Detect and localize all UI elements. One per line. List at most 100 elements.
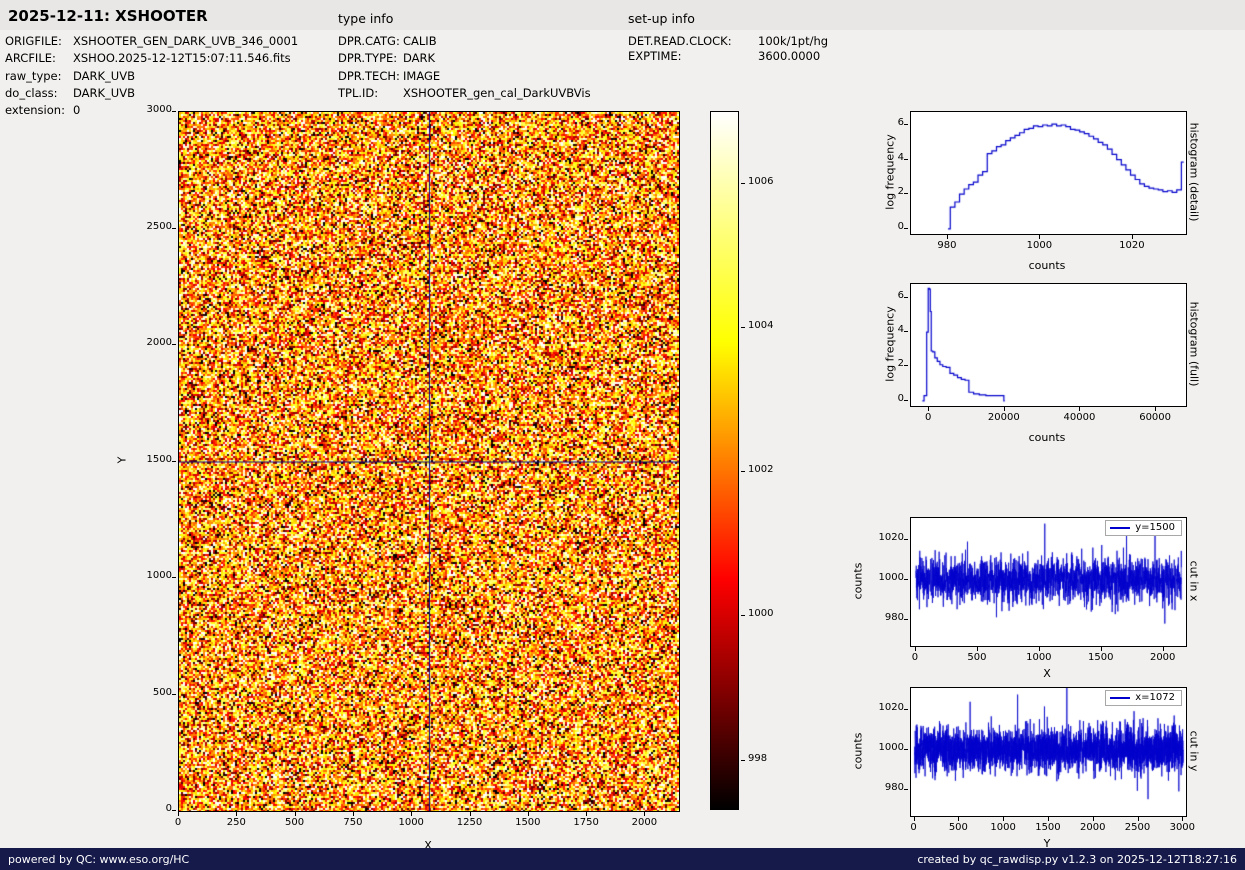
tick-mark <box>958 817 959 821</box>
histogram-full-plot: log frequency histogram (full) counts 02… <box>910 283 1185 405</box>
histogram-detail-plot: log frequency histogram (detail) counts … <box>910 111 1185 233</box>
tick-mark <box>928 407 929 411</box>
meta-label: DPR.TECH: <box>338 69 403 83</box>
meta-value: 100k/1pt/hg <box>758 34 828 48</box>
meta-value: CALIB <box>403 34 437 48</box>
meta-label: TPL.ID: <box>338 86 403 100</box>
tick-mark <box>904 789 908 790</box>
tick-mark <box>904 709 908 710</box>
side-label: cut in y <box>1188 731 1201 772</box>
tick-mark <box>1182 817 1183 821</box>
histogram-full-canvas <box>910 283 1187 407</box>
tick-mark <box>172 228 176 229</box>
qc-report-page: 2025-12-11: XSHOOTER type info set-up in… <box>0 0 1245 870</box>
tick-mark <box>741 471 745 472</box>
legend-line-sample <box>1110 697 1130 699</box>
tick-mark <box>904 539 908 540</box>
tick-mark <box>904 331 908 332</box>
meta-value: XSHOO.2025-12-12T15:07:11.546.fits <box>73 51 291 65</box>
side-label: histogram (detail) <box>1188 123 1201 222</box>
tick-label: 750 <box>323 817 383 828</box>
cut-in-x-canvas <box>910 517 1187 647</box>
tick-label: 500 <box>126 687 172 698</box>
tick-label: 40000 <box>1049 412 1109 423</box>
cut-in-x-plot: y=1500 counts cut in x X 050010001500200… <box>910 517 1185 645</box>
tick-label: 250 <box>206 817 266 828</box>
tick-label: 1004 <box>748 320 773 331</box>
legend: y=1500 <box>1105 520 1182 536</box>
tick-label: 1250 <box>440 817 500 828</box>
tick-mark <box>741 183 745 184</box>
histogram-detail-canvas <box>910 111 1187 235</box>
meta-value: DARK_UVB <box>73 86 135 100</box>
meta-row: DPR.CATG:CALIB <box>338 34 437 48</box>
tick-label: 980 <box>917 240 977 251</box>
meta-value: XSHOOTER_gen_cal_DarkUVBVis <box>403 86 591 100</box>
tick-mark <box>172 344 176 345</box>
meta-row: ARCFILE:XSHOO.2025-12-12T15:07:11.546.fi… <box>5 51 291 65</box>
tick-label: 60000 <box>1125 412 1185 423</box>
meta-row: DPR.TECH:IMAGE <box>338 69 440 83</box>
tick-mark <box>904 159 908 160</box>
footer-bar: powered by QC: www.eso.org/HC created by… <box>0 848 1245 870</box>
x-axis-label: X <box>1043 667 1051 680</box>
page-title: 2025-12-11: XSHOOTER <box>8 7 208 25</box>
meta-value: DARK_UVB <box>73 69 135 83</box>
meta-row: DPR.TYPE:DARK <box>338 51 435 65</box>
tick-label: 0 <box>858 221 904 232</box>
tick-label: 1020 <box>858 702 904 713</box>
tick-mark <box>411 812 412 816</box>
meta-label: ORIGFILE: <box>5 34 73 48</box>
colorbar-gradient <box>710 111 739 810</box>
tick-mark <box>1101 647 1102 651</box>
tick-mark <box>904 297 908 298</box>
tick-mark <box>1079 407 1080 411</box>
tick-label: 0 <box>898 412 958 423</box>
setup-info-heading: set-up info <box>628 11 695 26</box>
tick-label: 1000 <box>858 742 904 753</box>
tick-label: 0 <box>858 393 904 404</box>
meta-value: XSHOOTER_GEN_DARK_UVB_346_0001 <box>73 34 298 48</box>
tick-mark <box>904 400 908 401</box>
x-axis-label: counts <box>1029 431 1066 444</box>
tick-label: 2 <box>858 186 904 197</box>
tick-label: 4 <box>858 152 904 163</box>
meta-row: TPL.ID:XSHOOTER_gen_cal_DarkUVBVis <box>338 86 591 100</box>
tick-mark <box>236 812 237 816</box>
footer-left-text: powered by QC: www.eso.org/HC <box>8 853 189 866</box>
tick-label: 1000 <box>858 572 904 583</box>
tick-mark <box>977 647 978 651</box>
meta-label: ARCFILE: <box>5 51 73 65</box>
tick-label: 500 <box>265 817 325 828</box>
type-info-heading: type info <box>338 11 393 26</box>
tick-label: 6 <box>858 290 904 301</box>
tick-mark <box>947 235 948 239</box>
tick-mark <box>741 615 745 616</box>
tick-label: 500 <box>947 652 1007 663</box>
tick-label: 1500 <box>498 817 558 828</box>
y-axis-label: log frequency <box>884 306 897 381</box>
legend-label: y=1500 <box>1135 522 1175 533</box>
cut-in-y-canvas <box>910 687 1187 817</box>
tick-label: 3000 <box>126 104 172 115</box>
tick-mark <box>1048 817 1049 821</box>
tick-label: 1006 <box>748 176 773 187</box>
tick-mark <box>904 228 908 229</box>
cut-in-y-plot: x=1072 counts cut in y Y 050010001500200… <box>910 687 1185 815</box>
tick-mark <box>172 577 176 578</box>
tick-label: 4 <box>858 324 904 335</box>
tick-label: 0 <box>885 652 945 663</box>
meta-label: extension: <box>5 103 73 117</box>
meta-row: DET.READ.CLOCK:100k/1pt/hg <box>628 34 828 48</box>
tick-mark <box>915 647 916 651</box>
tick-label: 1000 <box>126 570 172 581</box>
tick-mark <box>295 812 296 816</box>
tick-label: 1020 <box>858 532 904 543</box>
meta-label: do_class: <box>5 86 73 100</box>
meta-row: ORIGFILE:XSHOOTER_GEN_DARK_UVB_346_0001 <box>5 34 298 48</box>
tick-mark <box>586 812 587 816</box>
tick-mark <box>741 760 745 761</box>
tick-mark <box>904 193 908 194</box>
meta-label: EXPTIME: <box>628 49 758 63</box>
tick-mark <box>1163 647 1164 651</box>
